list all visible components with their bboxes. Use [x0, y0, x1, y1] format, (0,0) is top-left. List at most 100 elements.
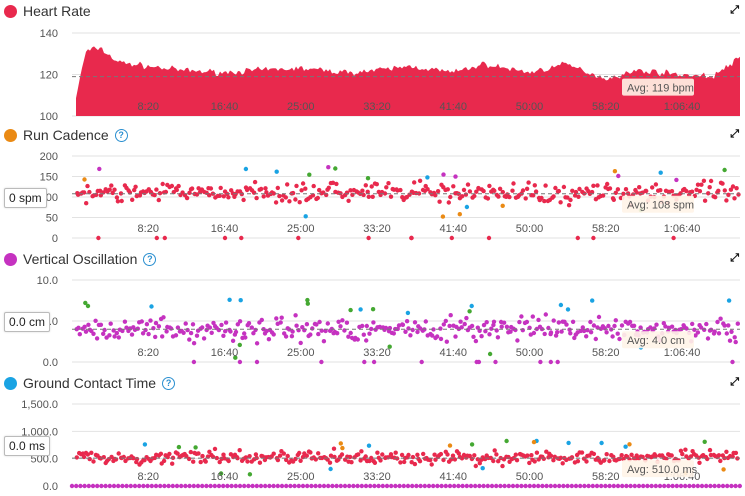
data-point	[520, 188, 526, 193]
data-point	[116, 483, 121, 489]
data-point	[578, 328, 583, 334]
data-point	[520, 328, 525, 333]
data-point	[153, 334, 158, 340]
data-point	[253, 452, 259, 457]
data-point	[683, 483, 688, 489]
expand-icon[interactable]: ⤢	[730, 4, 739, 16]
data-point	[200, 325, 205, 330]
x-tick-label: 8:20	[138, 101, 159, 113]
data-point	[243, 335, 248, 340]
data-point	[144, 322, 150, 327]
data-point	[577, 186, 582, 192]
data-point	[715, 319, 720, 325]
expand-icon[interactable]: ⤢	[730, 376, 739, 388]
help-icon[interactable]: ?	[114, 128, 128, 142]
data-point	[252, 179, 258, 185]
ground-contact-time-chart: 0.0 500.0 1,000.0 1,500.0 8:20 16:40 25:00 33:2…	[21, 399, 742, 493]
data-point	[233, 329, 239, 335]
data-point	[274, 316, 279, 321]
x-tick-label: 1:06:40	[664, 347, 701, 359]
data-point	[542, 198, 547, 204]
data-point	[153, 483, 159, 489]
data-point	[344, 320, 350, 325]
data-point	[458, 319, 463, 324]
data-point	[553, 185, 558, 191]
data-point	[467, 453, 472, 459]
data-point	[558, 200, 563, 205]
data-point	[369, 184, 374, 189]
data-point	[447, 323, 452, 329]
data-point	[494, 483, 499, 489]
average-label-box	[622, 78, 694, 96]
data-point	[200, 483, 205, 489]
data-point	[513, 327, 518, 333]
data-point	[363, 183, 368, 188]
data-point	[221, 194, 226, 199]
data-point	[658, 188, 663, 193]
data-point	[492, 448, 497, 453]
data-point	[701, 178, 707, 183]
data-point	[397, 483, 402, 489]
data-point	[724, 198, 729, 203]
data-point	[600, 193, 606, 198]
data-point	[419, 359, 424, 365]
data-point	[465, 182, 471, 187]
data-point	[666, 483, 671, 489]
data-point	[726, 323, 731, 328]
data-point	[726, 192, 731, 197]
data-point	[111, 483, 117, 489]
data-point	[492, 188, 497, 193]
data-point	[464, 204, 470, 210]
help-icon[interactable]: ?	[162, 376, 176, 390]
data-point	[91, 459, 96, 464]
data-point	[101, 331, 106, 336]
data-point	[500, 189, 505, 195]
x-tick-label: 8:20	[138, 223, 159, 235]
data-point	[168, 326, 174, 331]
x-tick-label: 16:40	[211, 223, 239, 235]
data-point	[245, 459, 250, 464]
ground-contact-time-title: Ground Contact Time ?	[4, 374, 176, 392]
data-point	[591, 235, 596, 241]
help-icon[interactable]: ?	[143, 252, 157, 266]
data-point	[251, 331, 256, 336]
data-point	[410, 454, 416, 460]
data-point	[556, 320, 561, 325]
data-point	[487, 351, 493, 357]
data-point	[346, 198, 351, 203]
ground-contact-time-legend-dot	[4, 376, 17, 390]
data-point	[189, 186, 195, 191]
expand-icon[interactable]: ⤢	[730, 252, 739, 264]
data-point	[532, 459, 537, 464]
data-point	[85, 183, 90, 189]
data-point	[627, 442, 632, 447]
data-point	[523, 196, 528, 201]
data-point	[156, 197, 161, 203]
x-tick-label: 58:20	[592, 223, 620, 235]
data-point	[605, 181, 610, 187]
data-point	[477, 483, 482, 489]
data-point	[124, 483, 129, 489]
expand-icon[interactable]: ⤢	[730, 128, 739, 140]
data-point	[457, 212, 462, 217]
data-point	[449, 235, 454, 241]
data-point	[405, 483, 411, 489]
data-point	[530, 314, 535, 319]
data-point	[314, 322, 319, 327]
data-point	[687, 483, 692, 489]
data-point	[99, 483, 104, 489]
data-point	[86, 322, 91, 327]
data-point	[674, 483, 679, 489]
data-point	[543, 312, 548, 317]
data-point	[388, 194, 394, 199]
data-point	[450, 453, 456, 458]
data-point	[254, 359, 260, 365]
data-point	[566, 440, 571, 446]
data-point	[101, 455, 107, 460]
data-point	[109, 183, 114, 188]
data-point	[400, 322, 406, 327]
data-point	[595, 325, 600, 330]
data-point	[173, 333, 179, 338]
data-point	[370, 307, 376, 312]
